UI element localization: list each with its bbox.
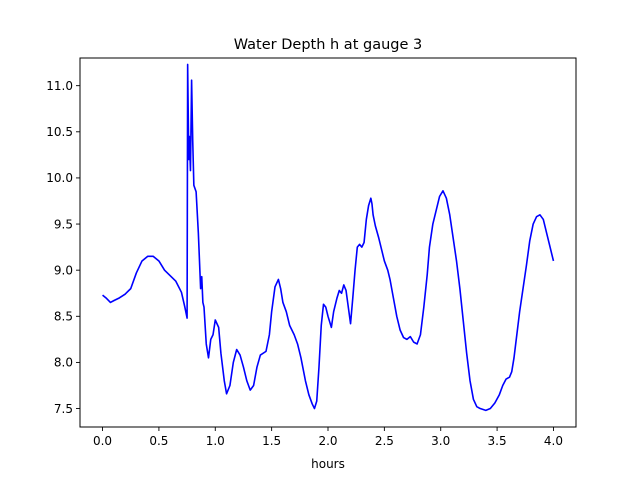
x-tick-label: 4.0 [544,434,563,448]
x-tick-label: 3.0 [431,434,450,448]
y-tick-label: 7.5 [54,402,73,416]
plot-area [102,63,555,412]
x-tick-label: 0.0 [93,434,112,448]
y-tick-label: 10.5 [46,125,73,139]
x-tick-label: 1.0 [206,434,225,448]
x-tick-label: 0.5 [149,434,168,448]
plot-frame [79,57,577,428]
y-tick-label: 8.5 [54,310,73,324]
x-tick-label: 2.5 [375,434,394,448]
y-tick-label: 9.0 [54,263,73,277]
x-tick-label: 3.5 [488,434,507,448]
x-axis-label: hours [311,457,345,471]
y-tick-label: 11.0 [46,79,73,93]
chart-title: Water Depth h at gauge 3 [234,37,422,53]
x-tick-label: 1.5 [262,434,281,448]
y-tick-label: 10.0 [46,171,73,185]
series-line-0 [102,63,555,412]
x-tick-label: 2.0 [318,434,337,448]
y-tick-label: 9.5 [54,217,73,231]
axis-ticks: 0.0 0.5 1.0 1.5 2.0 2.5 3.0 3.5 4.0 7.5 8.0 8.5 9.0 9… [46,79,563,448]
y-tick-label: 8.0 [54,356,73,370]
